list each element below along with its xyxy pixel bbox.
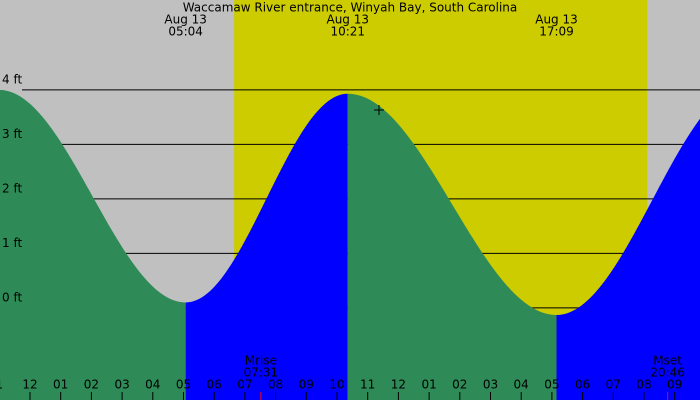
chart-title: Waccamaw River entrance, Winyah Bay, Sou… xyxy=(183,1,518,15)
x-tick-label: 08 xyxy=(268,378,283,392)
x-tick-label: 05 xyxy=(544,378,559,392)
extreme-time: 05:04 xyxy=(168,25,203,39)
crosshair xyxy=(374,105,384,115)
y-tick-label: 3 ft xyxy=(2,127,22,141)
x-tick-label: 09 xyxy=(667,378,682,392)
x-tick-label: 02 xyxy=(452,378,467,392)
x-tick-label: 12 xyxy=(391,378,406,392)
moon-time: 20:46 xyxy=(650,366,685,380)
x-tick-label: 05 xyxy=(176,378,191,392)
x-tick-label: 11 xyxy=(360,378,375,392)
y-tick-label: 0 ft xyxy=(2,290,22,304)
x-tick-label: 12 xyxy=(22,378,37,392)
y-tick-label: 2 ft xyxy=(2,181,22,195)
tide-area xyxy=(347,93,557,400)
moon-label: Mset xyxy=(653,354,682,368)
moon-time: 07:31 xyxy=(244,366,279,380)
x-tick-label: 08 xyxy=(636,378,651,392)
extreme-time: 10:21 xyxy=(330,25,365,39)
moon-label: Mrise xyxy=(245,354,277,368)
x-tick-label: 04 xyxy=(145,378,160,392)
x-tick-label: 06 xyxy=(207,378,222,392)
x-tick-label: 06 xyxy=(575,378,590,392)
x-tick-label: 07 xyxy=(237,378,252,392)
x-tick-label: 01 xyxy=(53,378,68,392)
x-tick-label: 03 xyxy=(483,378,498,392)
tide-area xyxy=(556,118,700,400)
tide-area xyxy=(185,93,348,400)
extreme-date: Aug 13 xyxy=(326,13,369,27)
extreme-date: Aug 13 xyxy=(164,13,207,27)
x-tick-label: 03 xyxy=(114,378,129,392)
extreme-date: Aug 13 xyxy=(535,13,578,27)
x-tick-label: 07 xyxy=(606,378,621,392)
x-tick-label: 02 xyxy=(84,378,99,392)
tide-area xyxy=(0,89,186,400)
x-tick-label: 04 xyxy=(514,378,529,392)
y-tick-label: 4 ft xyxy=(2,72,22,86)
x-tick-label: 01 xyxy=(421,378,436,392)
x-tick-label: 09 xyxy=(299,378,314,392)
x-tick-label: 10 xyxy=(329,378,344,392)
y-tick-label: 1 ft xyxy=(2,236,22,250)
extreme-time: 17:09 xyxy=(539,25,574,39)
x-tick-label: 1 xyxy=(0,378,3,392)
